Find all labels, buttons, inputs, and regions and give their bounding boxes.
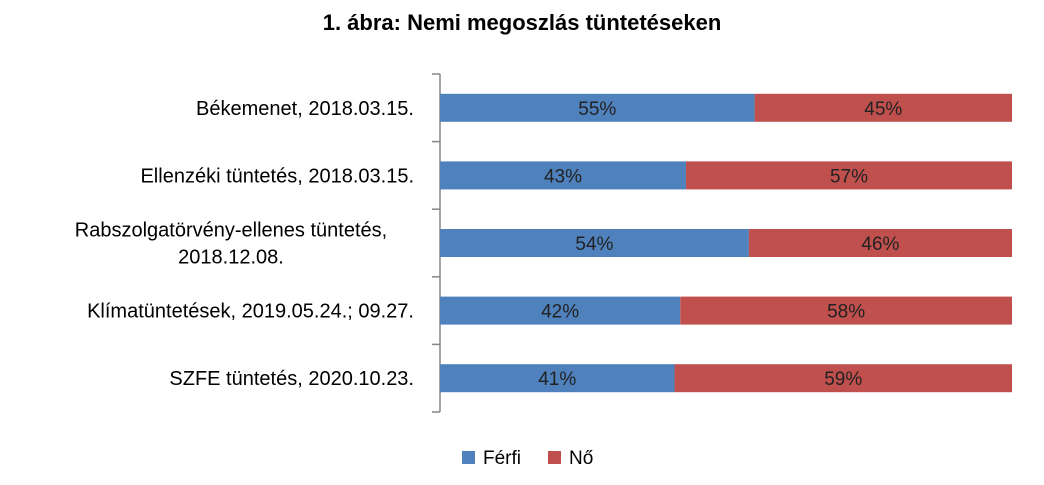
bar-no: [685, 161, 1012, 190]
bar-no: [680, 296, 1012, 325]
data-label: 45%: [864, 99, 902, 120]
bar-ferfi: [440, 229, 749, 257]
bar-ferfi: [440, 296, 681, 325]
data-label: 59%: [824, 369, 862, 390]
data-label: 54%: [575, 234, 613, 255]
bar-ferfi: [440, 161, 686, 190]
data-label: 43%: [544, 166, 582, 187]
data-label: 58%: [827, 302, 865, 323]
data-label: 57%: [830, 166, 868, 187]
chart-title: 1. ábra: Nemi megoszlás tüntetéseken: [322, 10, 722, 35]
bar-no: [754, 93, 1012, 122]
legend-swatch: [462, 451, 475, 464]
category-label: SZFE tüntetés, 2020.10.23.: [169, 368, 414, 390]
bar-no: [748, 229, 1012, 257]
legend-swatch: [548, 451, 561, 464]
legend-label: Nő: [569, 448, 593, 469]
legend-label: Férfi: [483, 448, 521, 469]
data-label: 42%: [541, 302, 579, 323]
category-label: Békemenet, 2018.03.15.: [196, 98, 414, 120]
category-label: Rabszolgatörvény-ellenes tüntetés, 2018.1…: [75, 220, 387, 269]
data-label: 55%: [578, 99, 616, 120]
data-label: 46%: [861, 234, 899, 255]
bar-ferfi: [440, 364, 675, 393]
bar-no: [674, 364, 1012, 393]
category-label: Klímatüntetések, 2019.05.24.; 09.27.: [87, 301, 414, 323]
data-label: 41%: [538, 369, 576, 390]
bar-ferfi: [440, 93, 755, 122]
category-label: Ellenzéki tüntetés, 2018.03.15.: [140, 165, 414, 187]
